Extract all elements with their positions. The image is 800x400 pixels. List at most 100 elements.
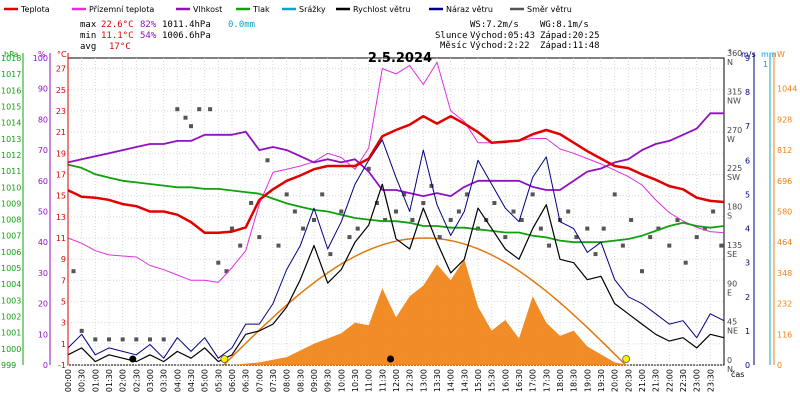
celsius-tick-label: 13 [56,213,66,222]
stat-min-temp: 11.1°C [101,31,134,41]
wind-direction-point [328,252,333,257]
wind-direction-point [366,166,371,171]
hpa-tick-label: 1018 [1,54,21,63]
hpa-tick-label: 1007 [1,232,21,241]
wind-direction-point [456,209,461,214]
wind-speed-line [67,183,725,363]
rain-axis-label: mm [761,50,777,59]
wind-direction-point [675,218,680,222]
hpa-tick-label: 1008 [1,216,21,225]
solar-tick-label: 580 [777,208,792,217]
hpa-tick-label: 1005 [1,264,21,273]
stat-rain: 0.0mm [228,20,255,30]
hpa-tick-label: 999 [1,361,16,370]
direction-tick-degrees: 225 [727,164,742,173]
x-tick-label: 12:30 [406,369,415,392]
stat-min-hum: 54% [140,31,157,41]
percent-tick-label: 40 [38,238,48,247]
percent-tick-label: 100 [33,54,48,63]
wind-tick-label: 6 [745,156,750,165]
x-tick-label: 02:00 [119,369,128,392]
x-tick-label: 21:00 [638,369,647,392]
celsius-tick-label: -1 [58,361,66,370]
hpa-tick-label: 1013 [1,135,21,144]
wind-direction-point [410,218,415,222]
x-tick-label: 19:30 [597,369,606,392]
wind-direction-point [683,260,688,265]
celsius-tick-label: 27 [56,65,66,74]
hpa-tick-label: 1012 [1,151,21,160]
direction-tick-name: E [727,288,732,297]
legend-label: Náraz větru [446,5,493,14]
x-tick-label: 04:00 [173,369,182,392]
legend-label: Teplota [20,5,50,14]
wind-direction-point [320,192,325,197]
direction-tick-name: SW [727,173,740,182]
direction-tick-degrees: 180 [727,203,742,212]
wind-direction-point [347,235,352,240]
solar-tick-label: 348 [777,269,792,278]
x-tick-label: 18:30 [570,369,579,392]
wind-direction-point [465,192,470,197]
stat-ws: WS:7.2m/s [470,20,519,30]
wind-direction-point [421,201,426,205]
direction-tick-name: S [727,212,732,221]
wind-direction-point [189,124,193,129]
celsius-tick-label: 23 [56,107,66,116]
wind-direction-point [437,235,442,240]
wind-direction-point [448,218,453,222]
x-tick-label: 15:00 [474,369,483,392]
direction-tick-degrees: 90 [727,279,737,288]
legend-label: Směr větru [527,5,572,14]
hpa-axis-label: hPa [4,50,19,59]
sunset-time: Západ:20:25 [540,31,600,41]
x-tick-label: 04:30 [187,369,196,392]
ground-temperature-line [67,61,725,283]
direction-axis-label: ° [728,48,732,57]
percent-axis-label: % [38,50,46,59]
solar-tick-label: 812 [777,146,792,155]
stat-max-label: max [80,20,97,30]
wind-direction-point [284,192,289,197]
wind-direction-point [265,158,270,163]
wind-direction-point [511,209,516,214]
x-tick-label: 11:00 [365,369,374,392]
direction-tick-name: NW [727,96,741,105]
sunset-marker [622,355,631,363]
solar-tick-label: 928 [777,115,792,124]
wind-direction-point [656,226,661,231]
x-tick-label: 08:00 [283,369,292,392]
wind-direction-point [612,192,617,197]
direction-tick-degrees: 315 [727,87,742,96]
x-tick-label: 15:30 [488,369,497,392]
wind-direction-point [601,226,606,231]
x-tick-label: 23:30 [706,369,715,392]
wind-direction-point [374,201,379,205]
percent-tick-label: 90 [38,85,48,94]
solar-axis-label: W [777,50,785,59]
celsius-tick-label: 15 [56,192,66,201]
wind-direction-point [694,235,699,240]
x-tick-label: 18:00 [556,369,565,392]
wind-direction-point [224,269,229,274]
solar-tick-label: 696 [777,177,792,186]
x-tick-label: 01:00 [91,369,100,392]
wind-direction-point [620,243,625,248]
stat-avg-temp: 17°C [109,42,131,52]
wind-direction-point [216,260,221,265]
x-tick-label: 01:30 [105,369,114,392]
wind-direction-point [276,243,281,248]
sunrise-time: Východ:05:43 [470,31,535,41]
hpa-tick-label: 1017 [1,70,21,79]
wind-direction-point [640,269,644,274]
wind-direction-point [402,192,407,197]
stat-avg-label: avg [80,42,96,52]
wind-direction-point [383,218,388,222]
wind-tick-label: 1 [745,327,750,336]
wind-tick-label: 3 [745,259,750,268]
wind-gust-line [67,139,725,359]
x-tick-label: 21:30 [652,369,661,392]
percent-tick-label: 10 [38,330,48,339]
direction-tick-degrees: 135 [727,241,742,250]
stat-min-press: 1006.6hPa [162,31,211,41]
